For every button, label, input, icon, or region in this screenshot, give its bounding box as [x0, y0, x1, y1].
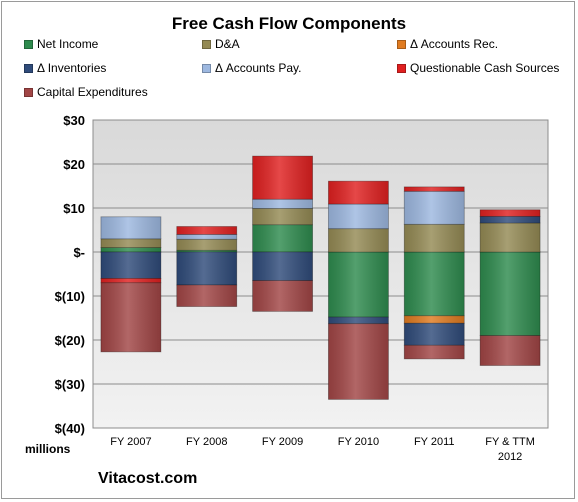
bar-segment-shading: [404, 224, 465, 252]
bar-segment-shading: [252, 156, 313, 200]
legend-swatch: [24, 39, 33, 49]
legend-item: Capital Expenditures: [24, 85, 148, 99]
y-tick-label: $(40): [55, 421, 85, 436]
bar-segment-shading: [328, 252, 389, 318]
bar-segment-shading: [100, 216, 161, 239]
bar-segment-shading: [328, 317, 389, 324]
bar-segment-shading: [176, 250, 237, 252]
bar-segment-shading: [404, 191, 465, 225]
plot-area: [92, 119, 549, 429]
y-tick-label: $20: [63, 157, 85, 172]
legend-swatch: [397, 63, 406, 73]
bar-segment-shading: [176, 285, 237, 307]
bar-segment-shading: [252, 208, 313, 225]
legend-swatch: [202, 63, 211, 73]
bar-segment-shading: [328, 228, 389, 252]
legend-label: Questionable Cash Sources: [410, 61, 560, 75]
legend-item: Net Income: [24, 37, 98, 51]
legend-label: D&A: [215, 37, 240, 51]
legend-swatch: [24, 63, 33, 73]
bar-segment-shading: [100, 238, 161, 248]
legend-item: Δ Accounts Rec.: [397, 37, 498, 51]
chart-title: Free Cash Flow Components: [171, 14, 407, 33]
bar-segment-shading: [100, 252, 161, 279]
legend-swatch: [24, 87, 33, 97]
bar-segment-shading: [176, 252, 237, 285]
y-tick-label: $(30): [55, 377, 85, 392]
y-tick-label: $30: [63, 113, 85, 128]
bar-segment-shading: [100, 247, 161, 252]
x-tick-label: FY & TTM: [485, 436, 535, 448]
bar-segment-shading: [176, 226, 237, 235]
legend-item: Δ Accounts Pay.: [202, 61, 302, 75]
bar-segment-shading: [480, 335, 541, 366]
x-tick-label: FY 2007: [110, 436, 151, 448]
bar-segment-shading: [176, 234, 237, 240]
legend-label: Net Income: [37, 37, 99, 51]
bar-segment-shading: [480, 252, 541, 336]
bar-segment-shading: [252, 252, 313, 281]
legend-label: Δ Accounts Rec.: [410, 37, 499, 51]
bar-segment-shading: [480, 216, 541, 223]
bar-segment-shading: [176, 239, 237, 251]
legend-swatch: [397, 39, 406, 49]
bar-segment-shading: [404, 323, 465, 346]
footer-source: Vitacost.com: [98, 470, 198, 487]
bar-segment-shading: [404, 252, 465, 316]
bar-segment-shading: [404, 345, 465, 359]
x-tick-label: FY 2010: [338, 436, 379, 448]
y-tick-label: $10: [63, 201, 85, 216]
x-tick-label: FY 2008: [186, 436, 227, 448]
x-tick-label: FY 2011: [414, 436, 455, 448]
bar-segment-shading: [480, 209, 541, 217]
bar-segment-shading: [328, 204, 389, 229]
legend-label: Capital Expenditures: [37, 85, 148, 99]
legend-item: D&A: [202, 37, 240, 51]
y-tick-label: $(20): [55, 333, 85, 348]
legend-label: Δ Inventories: [37, 61, 107, 75]
bar-segment-shading: [328, 181, 389, 205]
y-tick-label: $-: [73, 245, 85, 260]
bar-segment-shading: [252, 199, 313, 209]
legend-swatch: [202, 39, 211, 49]
bar-segment-shading: [100, 282, 161, 352]
bar-segment-shading: [252, 280, 313, 312]
legend-item: Δ Inventories: [24, 61, 106, 75]
bar-segment-shading: [328, 323, 389, 400]
y-axis-units-label: millions: [25, 442, 71, 456]
bar-segment-shading: [404, 315, 465, 324]
bar-segment-shading: [404, 186, 465, 192]
bar-segment-shading: [480, 222, 541, 252]
x-tick-label: 2012: [498, 451, 522, 463]
chart-legend: Net Income D&A Δ Accounts Rec. Δ Inventorie…: [24, 37, 564, 107]
legend-item: Questionable Cash Sources: [397, 61, 559, 75]
bar-segment-shading: [100, 278, 161, 283]
y-tick-label: $(10): [55, 289, 85, 304]
bar-segment-shading: [252, 224, 313, 252]
legend-label: Δ Accounts Pay.: [215, 61, 302, 75]
x-tick-label: FY 2009: [262, 436, 303, 448]
